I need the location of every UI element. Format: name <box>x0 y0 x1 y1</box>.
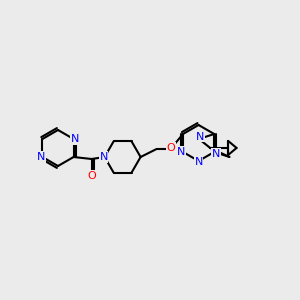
Text: N: N <box>212 149 220 159</box>
Text: N: N <box>70 134 79 144</box>
Text: N: N <box>194 157 203 167</box>
Text: N: N <box>177 147 185 157</box>
Text: O: O <box>87 171 96 181</box>
Text: O: O <box>166 143 175 153</box>
Text: N: N <box>99 152 108 162</box>
Text: N: N <box>196 132 204 142</box>
Text: N: N <box>37 152 46 162</box>
